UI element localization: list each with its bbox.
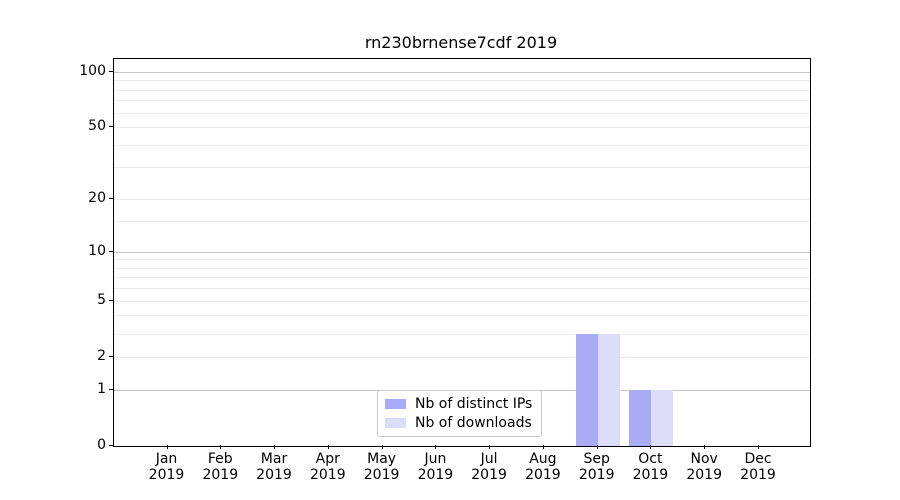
- plot-area: [113, 58, 811, 447]
- x-tick-label-jul: Jul 2019: [471, 451, 507, 483]
- y-tick-mark: [109, 126, 113, 127]
- x-tick-label-jun: Jun 2019: [417, 451, 454, 483]
- minor-gridline: [114, 356, 810, 358]
- legend: Nb of distinct IPs Nb of downloads: [377, 390, 543, 437]
- minor-gridline: [114, 80, 810, 82]
- bar-oct-s0: [629, 389, 652, 446]
- y-tick-label: 20: [88, 190, 106, 206]
- x-tick-mark: [704, 445, 706, 449]
- x-tick-mark: [274, 445, 275, 449]
- x-tick-mark: [327, 445, 329, 449]
- legend-label-downloads: Nb of downloads: [415, 415, 532, 431]
- minor-gridline: [114, 100, 810, 102]
- x-tick-label-sep: Sep 2019: [578, 451, 615, 483]
- bar-sep-s0: [575, 333, 598, 446]
- minor-gridline: [114, 315, 810, 317]
- chart-title: rn230brnense7cdf 2019: [364, 33, 558, 52]
- bar-oct-s1: [651, 389, 674, 446]
- x-tick-label-aug: Aug 2019: [525, 451, 561, 483]
- x-tick-mark: [489, 445, 491, 449]
- x-tick-mark: [435, 445, 437, 449]
- x-tick-mark: [650, 445, 652, 449]
- minor-gridline: [114, 277, 810, 279]
- y-tick-label: 1: [97, 380, 106, 397]
- minor-gridline: [114, 333, 810, 335]
- x-tick-mark: [596, 445, 598, 449]
- y-tick-mark: [109, 70, 113, 72]
- major-gridline: [114, 251, 810, 253]
- minor-gridline: [114, 112, 810, 114]
- x-tick-label-feb: Feb 2019: [202, 451, 239, 483]
- x-tick-mark: [220, 445, 222, 449]
- x-tick-mark: [381, 445, 383, 449]
- y-tick-label: 50: [88, 118, 106, 134]
- x-tick-label-jan: Jan 2019: [148, 451, 185, 483]
- minor-gridline: [114, 259, 810, 261]
- y-tick-label: 5: [97, 291, 106, 308]
- y-tick-mark: [109, 388, 113, 390]
- legend-swatch-distinct-ips-icon: [385, 399, 406, 409]
- x-tick-label-nov: Nov 2019: [686, 451, 722, 483]
- legend-item-downloads: Nb of downloads: [385, 415, 532, 431]
- x-tick-mark: [542, 445, 544, 449]
- legend-swatch-downloads-icon: [385, 418, 406, 428]
- major-gridline: [114, 71, 810, 73]
- x-tick-label-apr: Apr 2019: [309, 451, 346, 483]
- minor-gridline: [114, 199, 810, 200]
- minor-gridline: [114, 167, 810, 169]
- minor-gridline: [114, 267, 810, 269]
- y-tick-mark: [109, 198, 113, 199]
- y-tick-mark: [109, 299, 113, 301]
- minor-gridline: [114, 288, 810, 290]
- x-tick-label-oct: Oct 2019: [632, 451, 669, 483]
- y-tick-mark: [109, 445, 113, 446]
- legend-label-distinct-ips: Nb of distinct IPs: [415, 396, 533, 412]
- y-tick-label: 2: [97, 347, 106, 364]
- x-tick-label-dec: Dec 2019: [740, 451, 776, 483]
- x-tick-label-may: May 2019: [363, 451, 400, 483]
- minor-gridline: [114, 144, 810, 146]
- y-tick-label: 100: [79, 62, 106, 79]
- minor-gridline: [114, 89, 810, 91]
- minor-gridline: [114, 300, 810, 302]
- y-tick-label: 10: [88, 242, 106, 259]
- x-tick-label-mar: Mar 2019: [256, 451, 292, 483]
- bar-sep-s1: [597, 333, 620, 446]
- x-tick-mark: [166, 445, 168, 449]
- minor-gridline: [114, 221, 810, 223]
- y-tick-label: 0: [97, 437, 106, 453]
- legend-item-distinct-ips: Nb of distinct IPs: [385, 396, 532, 412]
- y-tick-mark: [109, 355, 113, 357]
- y-tick-mark: [109, 250, 113, 252]
- minor-gridline: [114, 127, 810, 128]
- x-tick-mark: [758, 445, 759, 449]
